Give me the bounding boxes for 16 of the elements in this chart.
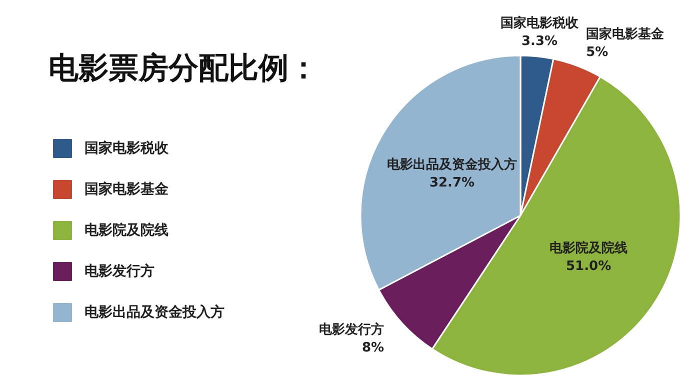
slice-label: 国家电影基金 xyxy=(586,26,666,42)
slice-label: 国家电影税收 xyxy=(500,14,580,31)
slice-label: 电影院及院线 xyxy=(550,240,628,256)
data-label: 5% xyxy=(586,45,608,60)
data-label: 3.3% xyxy=(522,34,558,49)
data-label: 32.7% xyxy=(429,176,475,191)
legend-label: 电影出品及资金投入方 xyxy=(84,304,224,320)
text: 电影票房分配比例： xyxy=(48,51,318,86)
legend-label: 电影发行方 xyxy=(84,262,154,280)
legend-label: 电影院及院线 xyxy=(84,222,168,238)
data-label: 51.0% xyxy=(566,259,612,274)
data-label: 8% xyxy=(362,340,384,356)
slice-label: 电影出品及资金投入方 xyxy=(387,156,518,173)
slice-label: 电影发行方 xyxy=(319,321,384,338)
legend-label: 国家电影基金 xyxy=(84,180,170,198)
legend-label: 国家电影税收 xyxy=(84,140,170,156)
